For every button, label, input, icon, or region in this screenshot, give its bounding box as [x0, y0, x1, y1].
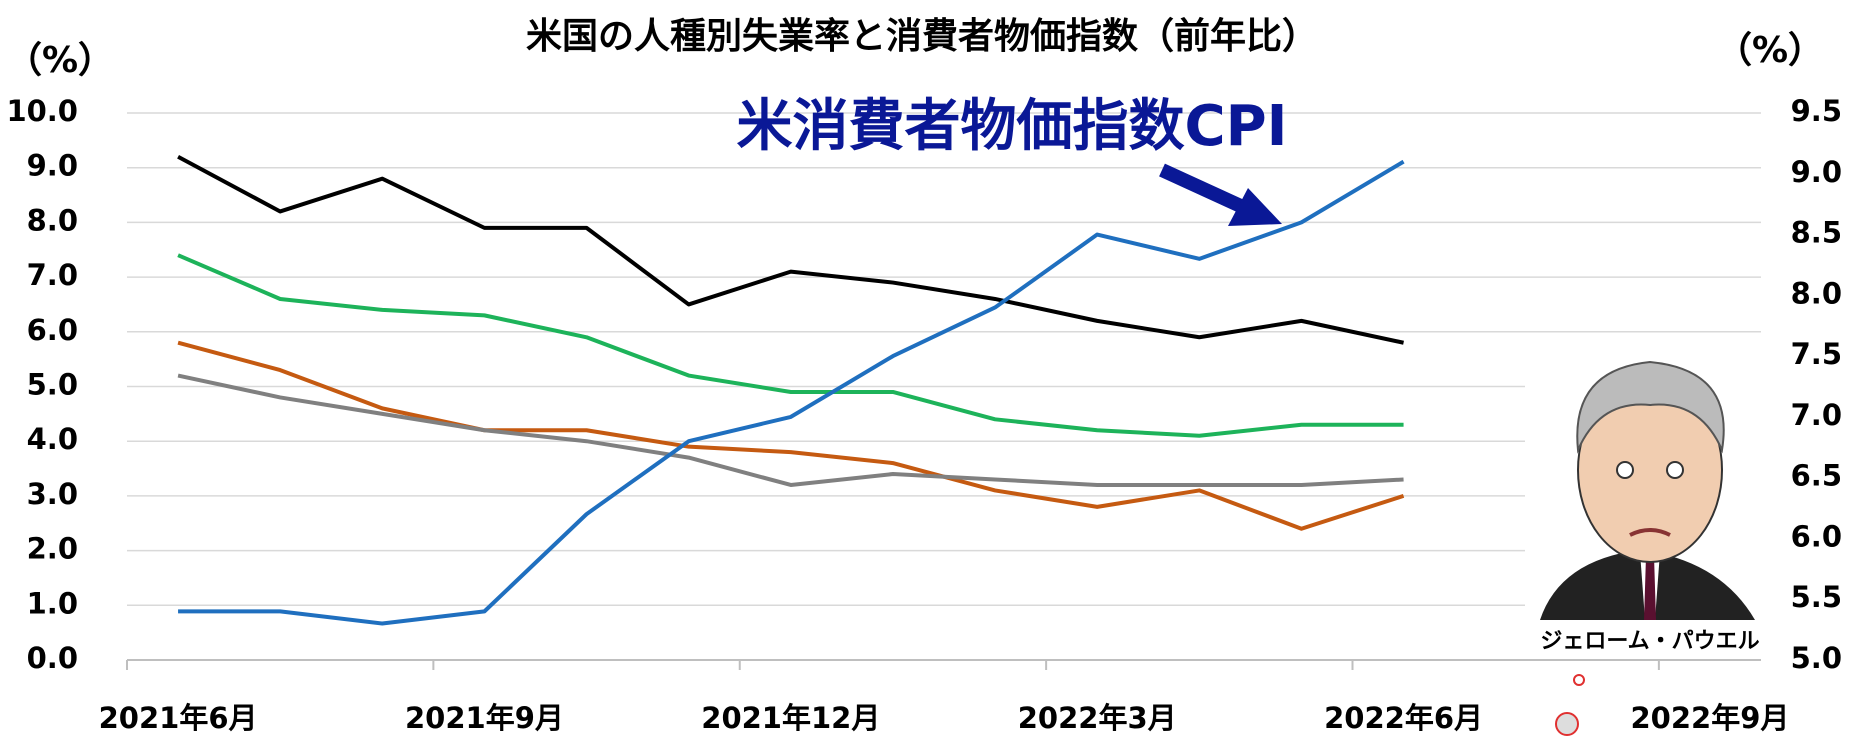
- y2-tick-label: 8.0: [1791, 276, 1842, 310]
- portrait-eye: [1667, 462, 1683, 478]
- annotation: 米消費者物価指数CPI: [737, 94, 1288, 226]
- y-tick-label: 9.0: [27, 149, 78, 183]
- portrait-eye: [1617, 462, 1633, 478]
- y2-tick-label: 6.0: [1791, 519, 1842, 553]
- y2-axis-label: （%）: [1716, 30, 1824, 71]
- arrow-shaft: [1162, 170, 1245, 208]
- chart-title: 米国の人種別失業率と消費者物価指数（前年比）: [526, 16, 1318, 57]
- y-tick-label: 6.0: [27, 313, 78, 347]
- x-tick-label: 2021年12月: [701, 701, 880, 735]
- x-tick-label: 2022年9月: [1630, 701, 1789, 735]
- y-axis-label: （%）: [6, 40, 114, 81]
- portrait-tie: [1644, 556, 1656, 620]
- y-tick-label: 10.0: [6, 94, 78, 128]
- y-tick-label: 4.0: [27, 422, 78, 456]
- y2-tick-label: 6.5: [1791, 459, 1842, 493]
- series-line: [178, 343, 1404, 529]
- y-tick-label: 7.0: [27, 258, 78, 292]
- x-tick-label: 2021年9月: [405, 701, 564, 735]
- y2-tick-label: 7.5: [1791, 337, 1842, 371]
- y2-tick-label: 5.5: [1791, 580, 1842, 614]
- y2-tick-label: 7.0: [1791, 398, 1842, 432]
- y-tick-label: 8.0: [27, 203, 78, 237]
- decoration-dot: [1556, 713, 1578, 735]
- y2-tick-label: 9.0: [1791, 155, 1842, 189]
- annotation-text: 米消費者物価指数CPI: [737, 94, 1288, 159]
- y-tick-label: 2.0: [27, 532, 78, 566]
- chart: 米国の人種別失業率と消費者物価指数（前年比） （%） （%） 0.0 1.0 2.0…: [0, 0, 1854, 737]
- y-tick-label: 3.0: [27, 477, 78, 511]
- x-tick-label: 2022年6月: [1324, 701, 1483, 735]
- y-tick-label: 1.0: [27, 586, 78, 620]
- y-tick-label: 5.0: [27, 368, 78, 402]
- decoration-dot: [1574, 675, 1584, 685]
- page: {"chart_data": {"type": "line", "title":…: [0, 0, 1854, 737]
- y-tick-label: 0.0: [27, 641, 78, 675]
- y2-tick-label: 5.0: [1791, 641, 1842, 675]
- portrait-caption: ジェローム・パウエル: [1540, 629, 1759, 654]
- x-tick-label: 2022年3月: [1018, 701, 1177, 735]
- portrait: ジェローム・パウエル: [1525, 360, 1765, 735]
- x-tick-label: 2021年6月: [99, 701, 258, 735]
- y2-tick-label: 8.5: [1791, 216, 1842, 250]
- y2-tick-label: 9.5: [1791, 94, 1842, 128]
